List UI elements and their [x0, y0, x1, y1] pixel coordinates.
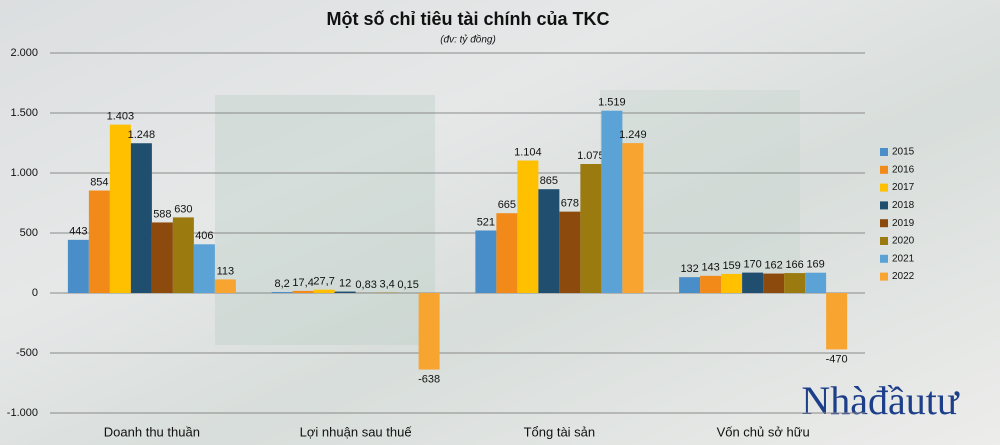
- value-label: 443: [69, 226, 87, 238]
- legend-swatch: [880, 237, 888, 245]
- value-label: 12: [339, 277, 351, 289]
- legend-label: 2017: [892, 182, 915, 193]
- bar: [559, 211, 581, 293]
- value-label: 3,4: [379, 278, 394, 290]
- value-label: 1.104: [514, 146, 542, 158]
- legend-swatch: [880, 254, 888, 263]
- value-label: 0,15: [397, 279, 418, 291]
- bar: [214, 279, 236, 293]
- value-label: 27,7: [313, 276, 334, 288]
- value-label: 132: [680, 263, 698, 275]
- bar: [172, 217, 194, 293]
- bar: [679, 277, 701, 293]
- y-tick-label: 500: [20, 227, 38, 239]
- value-label: 865: [540, 175, 558, 187]
- bar: [271, 292, 293, 293]
- x-tick-label: Vốn chủ sở hữu: [717, 424, 810, 439]
- bar: [151, 222, 173, 293]
- value-label: 143: [701, 262, 719, 274]
- legend-label: 2018: [892, 200, 915, 211]
- x-tick-label: Tổng tài sản: [524, 424, 596, 439]
- value-label: -638: [418, 373, 440, 385]
- value-label: 17,4: [292, 277, 313, 289]
- value-label: 166: [785, 259, 803, 271]
- value-label: 1.249: [619, 129, 647, 141]
- legend-swatch: [880, 148, 888, 156]
- value-label: 1.075: [577, 150, 605, 162]
- bar: [334, 291, 356, 293]
- building: [215, 95, 435, 345]
- x-tick-label: Doanh thu thuần: [104, 424, 200, 439]
- bar: [700, 275, 722, 293]
- value-label: 162: [764, 259, 782, 271]
- value-label: 678: [561, 198, 579, 210]
- bar: [742, 272, 764, 293]
- value-label: 8,2: [274, 278, 289, 290]
- y-tick-label: 1.500: [10, 107, 38, 119]
- value-label: 521: [477, 216, 495, 228]
- legend-swatch: [880, 219, 888, 228]
- value-label: 1.519: [598, 97, 626, 109]
- value-label: 113: [217, 265, 235, 277]
- legend-label: 2020: [892, 236, 915, 247]
- y-tick-label: 0: [32, 287, 38, 299]
- legend-swatch: [880, 272, 888, 281]
- legend-label: 2016: [892, 164, 915, 175]
- bar: [67, 239, 89, 293]
- bar: [805, 272, 827, 293]
- bar: [622, 143, 644, 293]
- value-label: 1.403: [107, 111, 135, 123]
- value-label: 406: [195, 230, 213, 242]
- bar: [580, 164, 602, 293]
- value-label: 1.248: [128, 129, 156, 141]
- bar: [763, 273, 785, 293]
- logo: Nhàđầutư: [801, 378, 960, 423]
- bar: [721, 273, 743, 293]
- bar: [538, 189, 560, 293]
- legend-swatch: [880, 165, 888, 174]
- chart-title: Một số chỉ tiêu tài chính của TKC: [326, 9, 609, 29]
- bar: [496, 213, 518, 293]
- bar: [193, 244, 215, 293]
- bar: [292, 290, 314, 293]
- value-label: 588: [153, 208, 171, 220]
- legend-swatch: [880, 183, 888, 192]
- value-label: 630: [174, 203, 192, 215]
- bar: [418, 293, 440, 370]
- value-label: 170: [743, 259, 761, 271]
- bar: [130, 143, 152, 293]
- value-label: 159: [722, 260, 740, 272]
- bar: [601, 110, 623, 293]
- legend-swatch: [880, 201, 888, 210]
- chart-subtitle: (đv: tỷ đồng): [440, 34, 496, 46]
- y-tick-label: -1.000: [7, 407, 38, 419]
- x-tick-label: Lợi nhuận sau thuế: [300, 424, 413, 439]
- value-label: 665: [498, 199, 516, 211]
- legend-label: 2021: [892, 253, 915, 264]
- value-label: 854: [90, 176, 108, 188]
- bar: [784, 273, 806, 293]
- y-tick-label: -500: [16, 347, 38, 359]
- value-label: -470: [826, 353, 848, 365]
- y-tick-label: 2.000: [10, 47, 38, 59]
- legend-label: 2019: [892, 218, 915, 229]
- value-label: 0,83: [355, 279, 376, 291]
- bar: [313, 289, 335, 293]
- legend-label: 2022: [892, 271, 915, 282]
- bar: [826, 293, 848, 350]
- y-tick-label: 1.000: [10, 167, 38, 179]
- bar: [109, 124, 131, 293]
- bar: [88, 190, 110, 293]
- value-label: 169: [806, 259, 824, 271]
- bar: [475, 230, 497, 293]
- legend-label: 2015: [892, 147, 915, 158]
- bar: [517, 160, 539, 293]
